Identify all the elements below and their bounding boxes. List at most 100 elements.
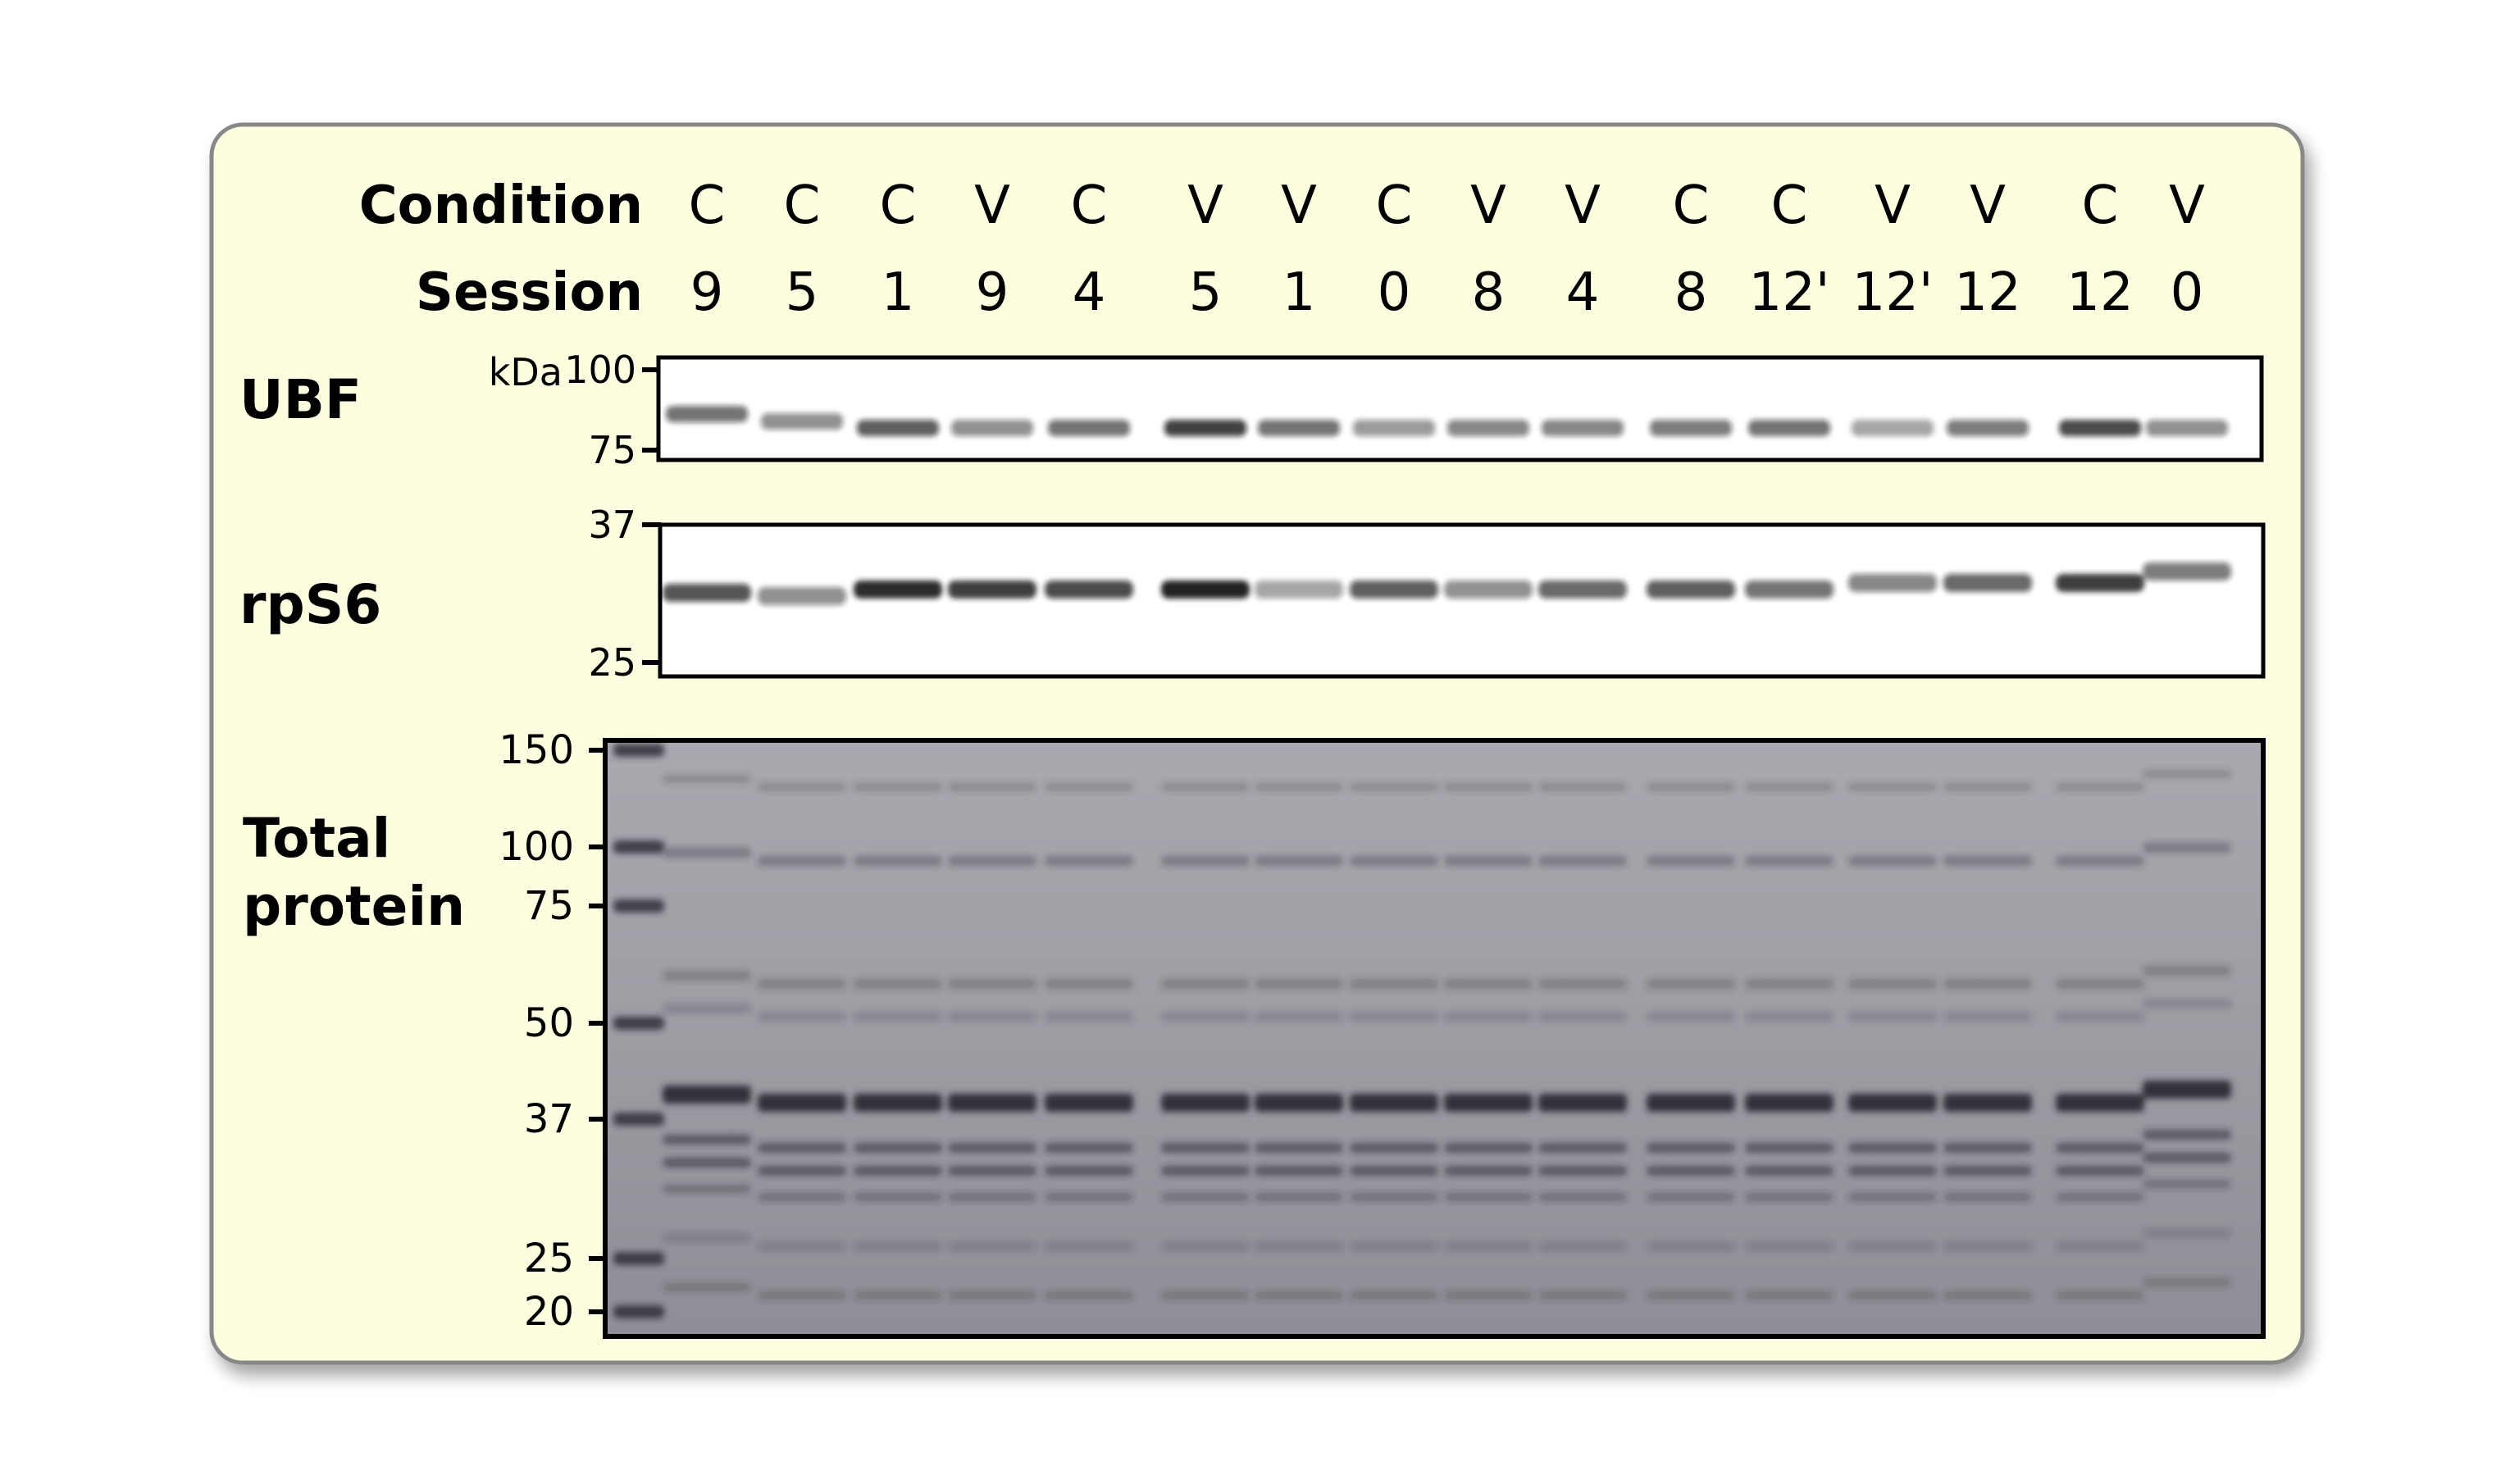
ladder-band (613, 1252, 664, 1265)
ubf-band (1852, 420, 1934, 436)
gel-band (1745, 979, 1834, 989)
gel-band (1647, 1013, 1735, 1021)
gel-band (758, 1166, 846, 1176)
gel-band (1538, 1094, 1627, 1112)
gel-band (663, 1158, 751, 1168)
total-protein-marker-scale: 150 100 75 50 37 25 20 (499, 727, 607, 1335)
ubf-band (666, 406, 748, 422)
gel-band (663, 971, 751, 981)
condition-row-label: Condition (359, 175, 643, 236)
ladder-band (613, 899, 664, 913)
marker-label: 37 (588, 503, 636, 547)
ubf-band (1650, 420, 1732, 436)
gel-band (1848, 1094, 1937, 1112)
ubf-band (1048, 420, 1130, 436)
gel-band (1045, 1094, 1133, 1112)
rps6-marker-scale: 37 25 (588, 503, 661, 685)
ubf-band (857, 420, 939, 436)
gel-band (1538, 979, 1627, 989)
gel-band (1538, 783, 1627, 791)
gel-band (2143, 1229, 2231, 1237)
ubf-band (1542, 420, 1624, 436)
gel-band (1647, 1242, 1735, 1250)
gel-band (1647, 1166, 1735, 1176)
gel-band (758, 1143, 846, 1153)
gel-band (1350, 1094, 1438, 1112)
gel-band (854, 1013, 942, 1021)
gel-band (1647, 856, 1735, 866)
marker-label: 150 (499, 727, 574, 773)
condition-value: V (1187, 175, 1223, 236)
condition-value: C (689, 175, 726, 236)
marker-label: 75 (524, 883, 574, 929)
gel-band (2056, 1193, 2144, 1201)
session-value: 1 (1282, 262, 1316, 323)
gel-band (854, 1242, 942, 1250)
rps6-blot-label: rpS6 (239, 573, 381, 636)
condition-value: V (2169, 175, 2205, 236)
session-row: 9 5 1 9 4 5 1 0 8 4 8 12' 12' 12 12 0 (690, 262, 2204, 323)
gel-band (2056, 1242, 2144, 1250)
gel-band (2143, 999, 2231, 1008)
rps6-band (663, 584, 751, 602)
gel-band (1538, 1166, 1627, 1176)
gel-band (663, 1135, 751, 1145)
gel-band (1848, 1143, 1937, 1153)
condition-value: C (2082, 175, 2119, 236)
gel-band (1161, 1143, 1250, 1153)
gel-band (1444, 1143, 1533, 1153)
rps6-band (854, 580, 942, 599)
gel-band (1161, 979, 1250, 989)
gel-band (1255, 1094, 1343, 1112)
ubf-band (1947, 420, 2029, 436)
gel-band (1745, 1242, 1834, 1250)
gel-band (1745, 1193, 1834, 1201)
rps6-band (948, 580, 1036, 599)
session-value: 9 (976, 262, 1009, 323)
gel-band (1647, 783, 1735, 791)
gel-band (1444, 1166, 1533, 1176)
gel-band (948, 1193, 1036, 1201)
gel-band (1161, 1013, 1250, 1021)
gel-band (948, 1013, 1036, 1021)
session-value: 0 (2171, 262, 2204, 323)
total-protein-label-line1: Total (243, 807, 390, 870)
gel-band (2143, 843, 2231, 853)
session-value: 5 (1189, 262, 1223, 323)
gel-band (2143, 1153, 2231, 1163)
gel-band (1943, 1166, 2032, 1176)
gel-band (1045, 1143, 1133, 1153)
gel-band (1045, 1193, 1133, 1201)
gel-band (663, 1004, 751, 1013)
rps6-band (1538, 580, 1627, 599)
gel-band (2056, 783, 2144, 791)
ubf-blot-frame (658, 357, 2262, 460)
gel-band (1255, 783, 1343, 791)
gel-band (854, 1094, 942, 1112)
gel-band (1444, 783, 1533, 791)
gel-band (1943, 1143, 2032, 1153)
gel-band (2143, 1278, 2231, 1286)
gel-band (1045, 783, 1133, 791)
gel-band (1255, 1143, 1343, 1153)
gel-band (1161, 1291, 1250, 1300)
gel-band (1745, 1013, 1834, 1021)
condition-value: V (1565, 175, 1601, 236)
gel-band (1161, 783, 1250, 791)
total-gel-border (603, 738, 2266, 1339)
gel-band (1045, 979, 1133, 989)
gel-band (948, 1166, 1036, 1176)
gel-band (1444, 1013, 1533, 1021)
gel-band (1350, 1193, 1438, 1201)
ladder-band (613, 1017, 664, 1030)
marker-label: 100 (564, 348, 636, 392)
gel-band (1848, 1242, 1937, 1250)
gel-band (1161, 1166, 1250, 1176)
marker-label: 100 (499, 824, 574, 870)
ladder-band (613, 1113, 664, 1126)
gel-band (1350, 1013, 1438, 1021)
rps6-bands (663, 562, 2231, 605)
ubf-band (951, 420, 1033, 436)
gel-band (1444, 979, 1533, 989)
